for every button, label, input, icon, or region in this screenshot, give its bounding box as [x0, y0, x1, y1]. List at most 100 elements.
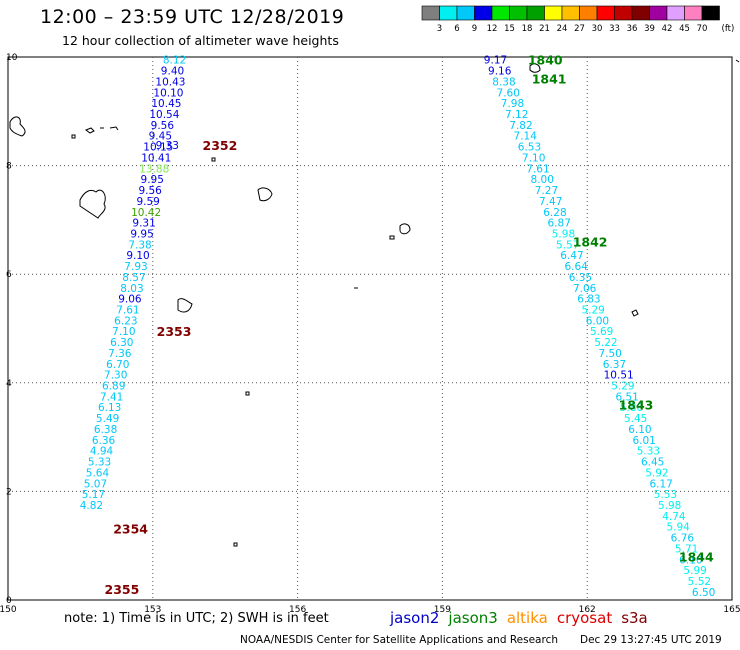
- island-outline: [389, 223, 411, 240]
- legend-unit: (ft): [722, 24, 735, 34]
- generation-timestamp: Dec 29 13:27:45 UTC 2019: [580, 634, 722, 646]
- wave-height-label: 4.94: [90, 446, 114, 458]
- island-outline: [257, 187, 273, 202]
- island-outline: [735, 59, 740, 63]
- wave-height-label: 5.33: [637, 446, 660, 458]
- legend-swatch: [649, 5, 668, 21]
- axis-ticks: 150 153 156 159 162 165 0 2 4 6 8 10: [0, 53, 740, 615]
- footer-note: note: 1) Time is in UTC; 2) SWH is in fe…: [64, 611, 329, 626]
- wave-height-label: 4.82: [80, 500, 103, 512]
- legend-label: 27: [574, 24, 585, 34]
- wave-height-label: 6.51: [615, 391, 638, 403]
- pass-time-label: 1842: [573, 235, 608, 250]
- legend-label: 12: [487, 24, 498, 34]
- legend-swatch: [421, 5, 440, 21]
- wave-height-label: 7.93: [124, 261, 147, 273]
- island-outline: [177, 298, 193, 313]
- satellite-legend: jason2 jason3 altika cryosat s3a: [390, 609, 657, 627]
- lat-tick-label: 2: [6, 487, 12, 497]
- wave-height-label: 6.45: [641, 457, 664, 469]
- wave-height-label: 13.88: [139, 163, 169, 175]
- wave-height-label: 9.95: [141, 174, 164, 186]
- wave-height-label: 5.52: [688, 576, 711, 588]
- wave-height-label: 7.50: [598, 348, 621, 360]
- wave-height-label: 10.51: [604, 370, 634, 382]
- pass-time-label: 1844: [679, 550, 714, 565]
- wave-height-label: 6.50: [692, 587, 715, 599]
- credit-line: NOAA/NESDIS Center for Satellite Applica…: [240, 634, 558, 646]
- legend-swatch: [474, 5, 493, 21]
- legend-swatch: [439, 5, 458, 21]
- track-east: 9.179.168.387.607.987.127.827.146.537.10…: [484, 53, 716, 599]
- legend-swatch: [544, 5, 563, 21]
- wave-height-label: 5.29: [611, 381, 634, 393]
- wave-height-label: 6.35: [569, 272, 592, 284]
- legend-swatch: [631, 5, 650, 21]
- lon-tick-label: 153: [144, 605, 161, 615]
- wave-height-label: 7.12: [505, 109, 528, 121]
- wave-height-label: 8.57: [122, 272, 145, 284]
- wave-height-label: 9.06: [118, 294, 142, 306]
- wave-height-label: 5.71: [675, 543, 698, 555]
- wave-height-label: 6.70: [106, 359, 129, 371]
- wave-height-label: 6.38: [94, 424, 117, 436]
- wave-height-label: 6.10: [628, 424, 651, 436]
- island-outline: [529, 63, 541, 73]
- wave-height-label: 6.17: [649, 478, 672, 490]
- wave-height-label: 7.41: [100, 391, 123, 403]
- color-legend: 3 6 9 12 15 18 21 24 27 30 33 36 39 42 45 70 (ft): [421, 5, 735, 34]
- pass-time-label: 1843: [619, 398, 654, 413]
- wave-height-label: 5.92: [645, 467, 668, 479]
- wave-height-label: 7.61: [116, 304, 139, 316]
- wave-height-label: 9.95: [130, 228, 153, 240]
- wave-height-label: 7.14: [514, 131, 538, 143]
- wave-height-label: 7.82: [509, 120, 532, 132]
- wave-height-label: 9.33: [156, 140, 179, 152]
- satellite-cryosat: cryosat: [556, 609, 613, 627]
- lat-tick-label: 0: [6, 596, 12, 606]
- island-dot: [245, 391, 250, 396]
- island-outline: [84, 126, 119, 134]
- wave-height-label: 10.15: [143, 142, 173, 154]
- legend-swatch: [456, 5, 475, 21]
- legend-label: 15: [504, 24, 515, 34]
- lon-tick-label: 150: [0, 605, 17, 615]
- island-outline: [79, 189, 106, 219]
- wave-height-label: 9.31: [132, 218, 155, 230]
- wave-height-label: 7.06: [573, 283, 597, 295]
- island-dot: [233, 542, 238, 547]
- wave-height-label: 5.57: [556, 239, 579, 251]
- legend-swatch: [509, 5, 528, 21]
- wave-height-label: 6.37: [603, 359, 626, 371]
- wave-height-label: 9.56: [151, 120, 175, 132]
- satellite-jason3: jason3: [448, 609, 498, 627]
- lat-tick-label: 6: [6, 270, 12, 280]
- satellite-altika: altika: [506, 609, 548, 627]
- legend-swatch: [684, 5, 703, 21]
- wave-height-label: 7.38: [128, 239, 151, 251]
- lat-tick-label: 4: [6, 379, 12, 389]
- island-dot: [211, 157, 216, 162]
- wave-height-label: 9.40: [161, 66, 184, 78]
- wave-height-label: 9.17: [484, 55, 507, 67]
- wave-height-label: 6.01: [632, 435, 655, 447]
- pass-time-label: 2353: [157, 324, 192, 339]
- wave-height-label: 5.53: [654, 489, 677, 501]
- legend-label: 30: [592, 24, 603, 34]
- lon-tick-label: 165: [723, 605, 740, 615]
- wave-height-label: 5.64: [86, 467, 110, 479]
- wave-height-label: 5.94: [666, 522, 690, 534]
- lat-tick-label: 8: [6, 162, 12, 172]
- legend-label: 6: [454, 24, 459, 34]
- legend-label: 36: [627, 24, 638, 34]
- altimeter-tracks: 8.129.4010.4310.1010.4510.549.569.4510.1…: [80, 53, 716, 599]
- wave-height-label: 6.36: [92, 435, 116, 447]
- lon-tick-label: 159: [434, 605, 451, 615]
- wave-height-label: 5.98: [552, 228, 575, 240]
- wave-height-label: 6.83: [577, 294, 600, 306]
- wave-height-label: 10.43: [155, 76, 185, 88]
- map-subtitle: 12 hour collection of altimeter wave hei…: [62, 33, 339, 48]
- wave-height-label: 6.64: [564, 261, 588, 273]
- legend-label: 9: [472, 24, 477, 34]
